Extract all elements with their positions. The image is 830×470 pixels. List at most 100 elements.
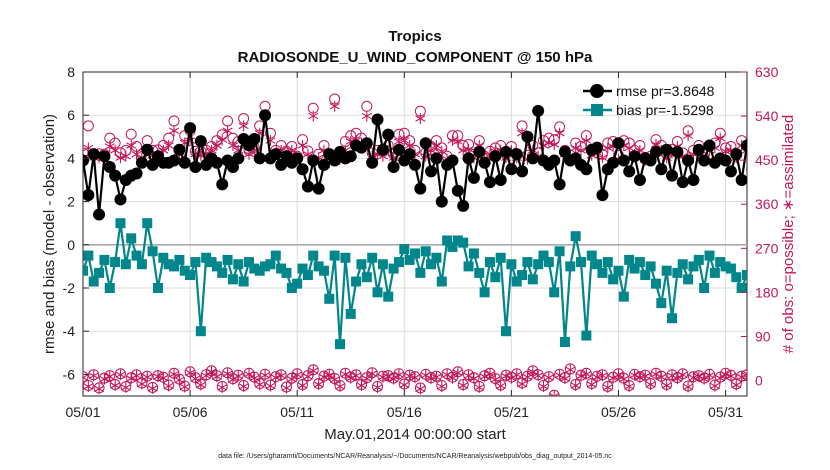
assimilated-low-marker	[570, 379, 581, 391]
assimilated-low-marker	[640, 370, 651, 382]
bias-point	[206, 257, 217, 268]
assimilated-stroke	[823, 148, 830, 154]
rmse-point	[87, 148, 100, 161]
rmse-point	[317, 158, 330, 171]
assimilated-low-marker	[790, 373, 800, 384]
assimilated-stroke	[233, 372, 244, 380]
bias-point	[410, 248, 420, 259]
bias-point	[265, 259, 276, 270]
bias-point	[629, 263, 640, 274]
assimilated-stroke	[302, 373, 313, 380]
rmse-point	[98, 150, 111, 163]
bias-point	[645, 261, 656, 272]
assimilated-stroke	[104, 373, 115, 380]
assimilated-stroke	[769, 373, 779, 379]
assimilated-low-marker	[367, 368, 378, 380]
assimilated-stroke	[554, 129, 565, 137]
bias-point	[812, 261, 822, 271]
rmse-point	[232, 152, 245, 165]
assimilated-stroke	[796, 133, 806, 139]
rmse-point	[816, 155, 828, 167]
bias-point	[506, 259, 517, 270]
bias-point	[302, 270, 313, 281]
bias-point	[201, 252, 212, 263]
rmse-point	[676, 176, 689, 189]
rmse-point	[435, 195, 448, 208]
bias-point	[83, 250, 94, 261]
assimilated-stroke	[409, 374, 421, 381]
rmse-point	[660, 143, 673, 156]
bias-point	[115, 218, 126, 229]
footnote: data file: /Users/gharamti/Documents/NCA…	[218, 453, 612, 460]
bias-point	[677, 259, 688, 270]
bias-point	[693, 254, 704, 265]
y-tick-label: 8	[67, 64, 75, 80]
assimilated-stroke	[222, 127, 233, 135]
bias-point	[511, 276, 522, 287]
assimilated-low-marker	[769, 371, 779, 382]
rmse-point	[296, 163, 309, 176]
assimilated-marker	[163, 139, 174, 151]
rmse-point	[135, 156, 148, 169]
assimilated-low-marker	[211, 371, 222, 383]
rmse-point	[500, 145, 513, 158]
bias-point	[297, 263, 308, 274]
assimilated-low-marker	[254, 378, 265, 390]
assimilated-stroke	[351, 372, 362, 379]
assimilated-stroke	[709, 382, 720, 390]
x-tick-label: 05/16	[387, 404, 422, 420]
bias-point	[420, 246, 431, 257]
assimilated-stroke	[543, 374, 554, 381]
assimilated-stroke	[393, 138, 404, 145]
assimilated-stroke	[780, 374, 790, 380]
assimilated-stroke	[801, 374, 811, 380]
possible-low-marker	[790, 372, 800, 382]
assimilated-stroke	[340, 370, 351, 378]
rmse-point	[719, 154, 732, 167]
assimilated-low-marker	[88, 370, 99, 382]
rmse-point	[671, 145, 684, 158]
bias-point	[126, 233, 137, 244]
assimilated-stroke	[527, 368, 538, 375]
rmse-point	[612, 137, 625, 150]
bias-point	[688, 261, 699, 272]
assimilated-marker	[120, 150, 131, 162]
assimilated-stroke	[780, 374, 790, 380]
y-tick-label: 4	[67, 150, 75, 166]
bias-point	[533, 259, 544, 270]
bias-point	[538, 250, 549, 261]
y2-tick-label: 0	[755, 373, 763, 389]
assimilated-low-marker	[774, 379, 784, 390]
bias-point	[324, 293, 335, 304]
rmse-point	[409, 158, 421, 171]
assimilated-stroke	[570, 144, 581, 152]
y2-tick-label: 360	[755, 196, 779, 212]
assimilated-stroke	[238, 122, 249, 130]
y-tick-label: -4	[63, 323, 76, 339]
assimilated-low-marker	[709, 380, 720, 392]
assimilated-low-marker	[495, 380, 506, 392]
assimilated-low-marker	[554, 369, 565, 381]
assimilated-low-marker	[817, 380, 827, 391]
assimilated-low-marker	[356, 379, 367, 391]
possible-marker	[812, 137, 822, 147]
assimilated-low-marker	[801, 372, 811, 383]
bias-point	[736, 283, 747, 293]
rmse-point	[83, 154, 89, 167]
assimilated-low-marker	[163, 380, 174, 392]
assimilated-stroke	[452, 138, 463, 145]
assimilated-stroke	[136, 380, 147, 388]
assimilated-stroke	[769, 373, 779, 379]
possible-low-marker	[548, 389, 560, 396]
rmse-point	[553, 178, 566, 191]
bias-point	[195, 326, 206, 337]
assimilated-low-marker	[468, 373, 479, 385]
assimilated-marker	[801, 149, 811, 160]
assimilated-stroke	[704, 371, 715, 379]
assimilated-stroke	[812, 376, 822, 382]
rmse-point	[558, 145, 571, 158]
assimilated-low-marker	[94, 383, 105, 395]
assimilated-low-marker	[624, 380, 635, 392]
assimilated-stroke	[276, 372, 287, 379]
assimilated-stroke	[624, 144, 635, 152]
